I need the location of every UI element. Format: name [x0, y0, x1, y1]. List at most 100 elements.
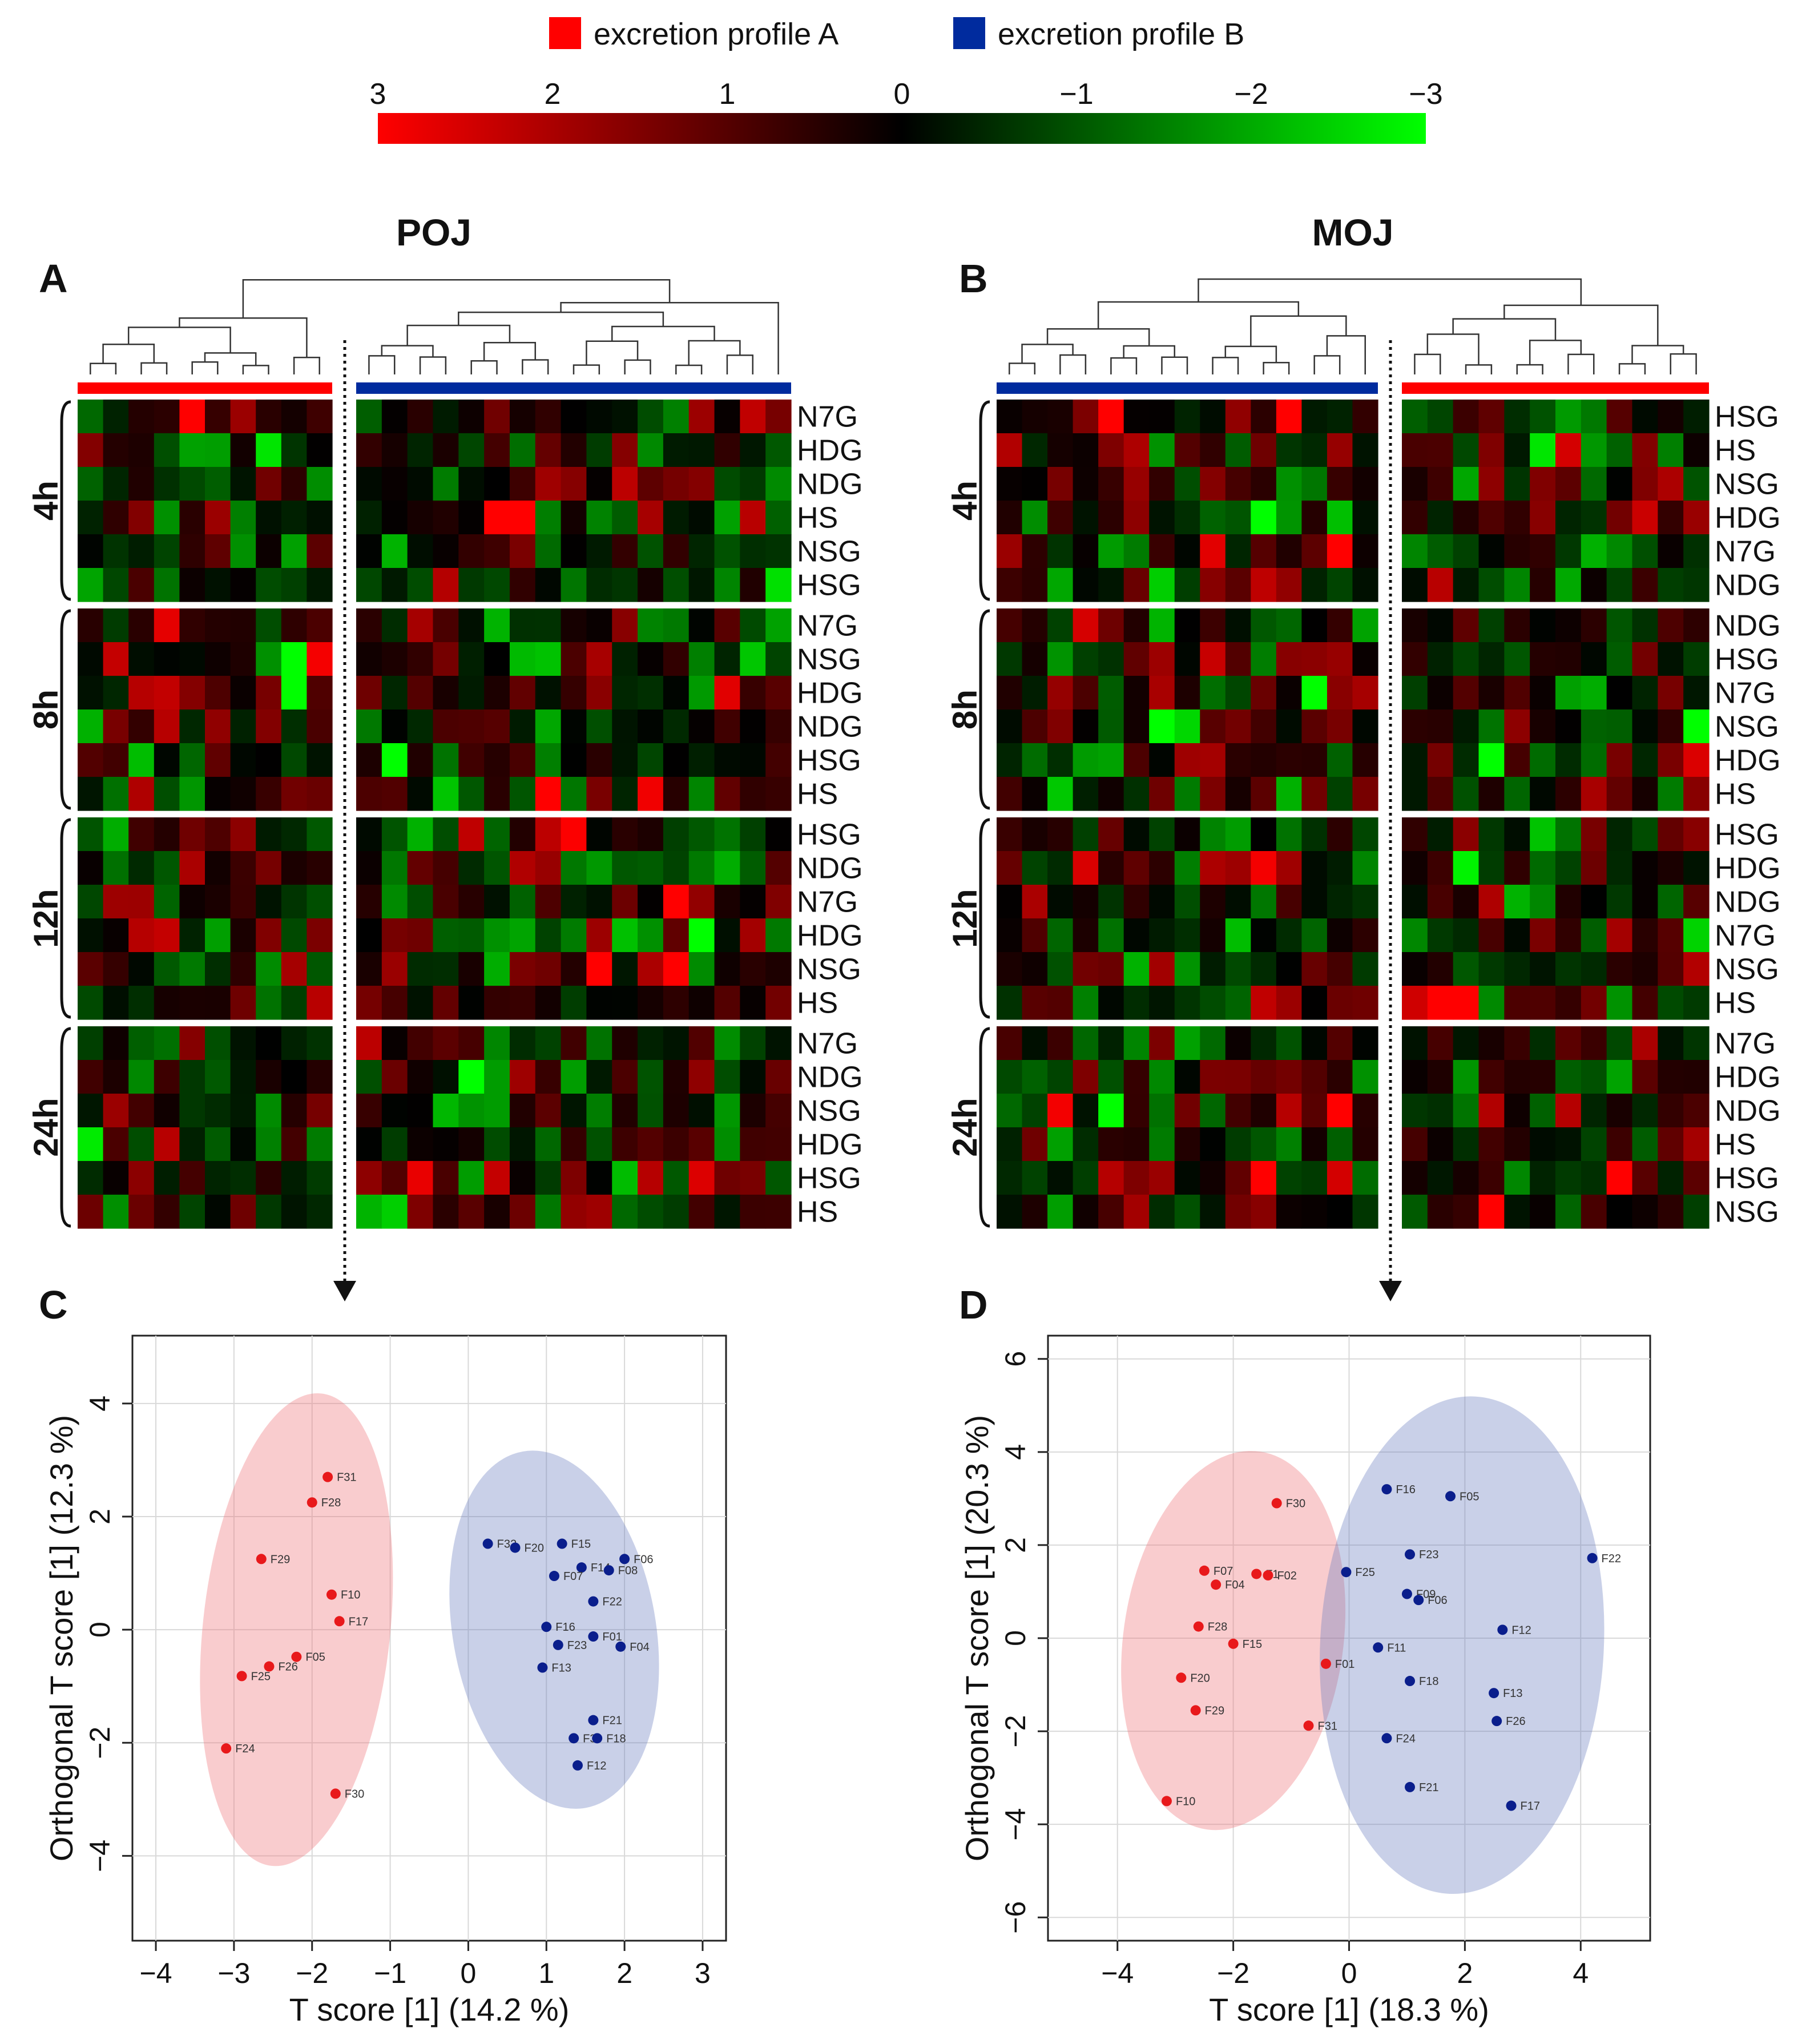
point-label: F13	[551, 1662, 571, 1675]
heatmap-cell	[356, 433, 382, 467]
row-label: N7G	[797, 401, 858, 434]
heatmap-cell	[1555, 851, 1582, 885]
heatmap-cell	[1555, 608, 1582, 643]
heatmap-cell	[765, 777, 792, 811]
heatmap-cell	[1073, 467, 1099, 501]
heatmap-cell	[1581, 709, 1607, 744]
heatmap-cell	[638, 1127, 664, 1162]
heatmap-cell	[1123, 1195, 1150, 1229]
heatmap-cell	[740, 568, 766, 602]
heatmap-cell	[1402, 642, 1428, 676]
heatmap-cell	[688, 568, 715, 602]
row-label: NDG	[1715, 1095, 1781, 1128]
y-tick-label: 2	[84, 1509, 116, 1525]
heatmap-cell	[1683, 885, 1710, 919]
heatmap-cell	[1581, 1094, 1607, 1128]
heatmap-cell	[103, 1195, 129, 1229]
heatmap-cell	[561, 501, 587, 535]
heatmap-cell	[179, 400, 205, 434]
dendrogram-branch	[586, 340, 639, 365]
time-label: 8h	[27, 690, 65, 729]
point-label: F08	[618, 1565, 638, 1577]
heatmap-cell	[356, 1127, 382, 1162]
heatmap-cell	[154, 743, 180, 777]
heatmap-cell	[1632, 534, 1658, 569]
point-label: F01	[602, 1631, 622, 1643]
heatmap-cell	[1402, 608, 1428, 643]
heatmap-cell	[714, 1127, 740, 1162]
heatmap-cell	[1073, 743, 1099, 777]
heatmap-cell	[433, 1026, 459, 1061]
heatmap-cell	[179, 885, 205, 919]
heatmap-cell	[1658, 1195, 1684, 1229]
heatmap-cell	[765, 817, 792, 852]
heatmap-cell	[458, 568, 485, 602]
row-label: HSG	[797, 569, 861, 602]
heatmap-cell	[381, 743, 408, 777]
heatmap-cell	[458, 642, 485, 676]
heatmap-cell	[714, 676, 740, 710]
heatmap-cell	[356, 1195, 382, 1229]
heatmap-cell	[1225, 1094, 1251, 1128]
heatmap-cell	[1632, 433, 1658, 467]
heatmap-cell	[1022, 433, 1048, 467]
heatmap-cell	[1276, 1161, 1302, 1195]
dendrogram-branch	[368, 355, 396, 374]
heatmap-cell	[1606, 1060, 1633, 1094]
data-point	[541, 1622, 552, 1632]
heatmap-cell	[103, 1094, 129, 1128]
heatmap-cell	[1530, 501, 1556, 535]
dendrogram-branch	[1426, 333, 1480, 365]
dendrogram-branch	[1212, 357, 1239, 374]
heatmap-cell	[1352, 709, 1378, 744]
heatmap-cell	[535, 608, 562, 643]
heatmap-cell	[103, 817, 129, 852]
heatmap-cell	[740, 817, 766, 852]
data-point	[221, 1743, 232, 1754]
color-scale: 3 2 1 0 −1 −2 −3	[370, 78, 1443, 144]
heatmap-cell	[1683, 986, 1710, 1020]
heatmap-cell	[1504, 568, 1530, 602]
heatmap-cell	[154, 1094, 180, 1128]
heatmap-cell	[1352, 743, 1378, 777]
heatmap-cell	[179, 642, 205, 676]
dendrogram-branch	[624, 359, 651, 374]
heatmap-cell	[1022, 1161, 1048, 1195]
heatmap-cell	[638, 501, 664, 535]
heatmap-cell	[1301, 568, 1328, 602]
heatmap-cell	[1225, 433, 1251, 467]
dendrogram-branch	[1618, 363, 1646, 374]
heatmap-cell	[356, 777, 382, 811]
row-label: N7G	[1715, 920, 1776, 953]
heatmap-cell	[407, 952, 434, 986]
heatmap-cell	[612, 851, 638, 885]
profile-bar-a	[1402, 382, 1709, 394]
heatmap-cell	[997, 467, 1023, 501]
heatmap-cell	[1174, 986, 1200, 1020]
heatmap-cell	[765, 676, 792, 710]
heatmap-cell	[509, 1161, 536, 1195]
heatmap-cell	[997, 608, 1023, 643]
x-tick-label: 3	[695, 1957, 711, 1989]
heatmap-cell	[1683, 777, 1710, 811]
data-point	[588, 1596, 599, 1607]
heatmap-cell	[509, 608, 536, 643]
heatmap-cell	[561, 467, 587, 501]
heatmap-cell	[1632, 952, 1658, 986]
heatmap-cell	[356, 1094, 382, 1128]
heatmap-cell	[1632, 1060, 1658, 1094]
heatmap-cell	[740, 743, 766, 777]
point-label: F25	[251, 1670, 271, 1683]
heatmap-cell	[484, 467, 510, 501]
heatmap-cell	[638, 1161, 664, 1195]
row-label: NSG	[1715, 1196, 1779, 1229]
heatmap-cell	[1581, 743, 1607, 777]
heatmap-cell	[638, 777, 664, 811]
heatmap-cell	[1427, 743, 1454, 777]
data-point	[307, 1497, 317, 1508]
heatmap-cell	[663, 1094, 690, 1128]
heatmap-cell	[128, 676, 155, 710]
row-label: HS	[1715, 434, 1756, 467]
heatmap-cell	[638, 1195, 664, 1229]
